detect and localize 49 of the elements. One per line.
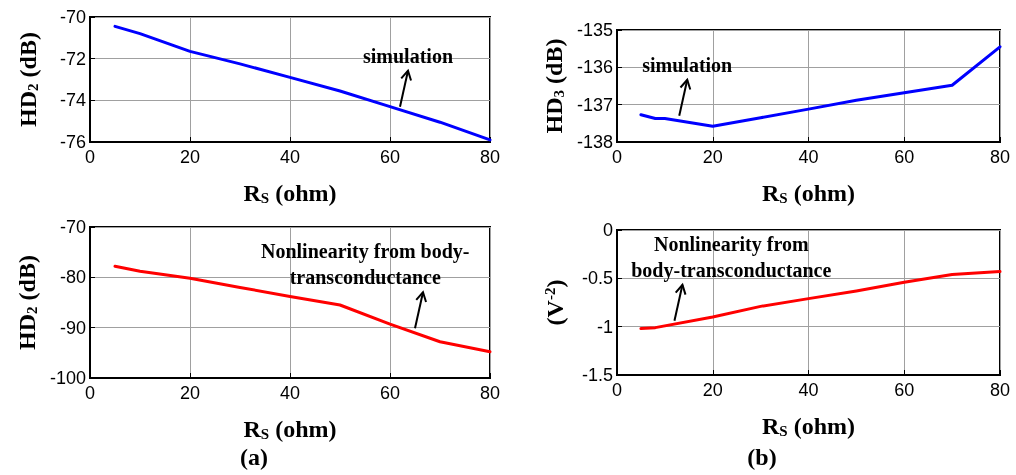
x-tick-label: 80 [989,380,1011,400]
y-tick-label: -1 [596,316,613,337]
y-tick-label: -138 [576,132,613,152]
y-axis-title: HD2 (dB) [14,32,41,127]
y-axis-title: HD3 (dB) [540,38,567,134]
y-tick-label: -72 [59,48,86,69]
x-axis-title: RS (ohm) [761,412,855,439]
line-series [113,24,492,142]
y-tick-label: -100 [49,368,86,388]
annotation: simulation [362,44,454,67]
y-tick-label: -70 [59,7,86,27]
y-tick-label: -0.5 [581,268,613,289]
x-axis-title: RS (ohm) [761,179,855,206]
y-tick-label: -136 [576,57,613,78]
text: (b) [747,444,777,470]
annotation: Nonlinearity from body- transconductance [260,240,470,289]
x-tick-label: 20 [702,380,723,400]
x-tick-label: 20 [702,147,723,167]
y-tick-label: 0 [602,220,613,240]
y-tick-label: -137 [576,94,613,115]
x-tick-label: 60 [894,380,915,400]
y-tick-label: -80 [59,267,86,288]
x-tick-label: 60 [894,147,915,167]
y-tick-label: -70 [59,217,86,237]
y-tick-label: -1.5 [581,365,613,385]
annotation: Nonlinearity from body-transconductance [631,232,832,282]
x-tick-label: 40 [798,147,819,167]
x-tick-label: 40 [798,380,819,400]
y-axis-title: HD2 (dB) [13,255,40,350]
x-tick-label: 40 [279,147,301,167]
x-tick-label: 80 [989,147,1011,167]
x-tick-label: 20 [179,147,201,167]
x-axis-title: RS (ohm) [243,415,337,442]
line-series [113,264,492,354]
x-tick-label: 80 [479,383,501,403]
y-tick-label: -74 [59,90,86,111]
x-tick-label: 60 [379,383,401,403]
line-series [639,45,1002,128]
text: (a) [240,444,268,470]
x-tick-label: 60 [379,147,401,167]
y-tick-label: -76 [59,132,86,152]
y-tick-label: -135 [576,20,613,40]
y-axis-title: (V-2) [541,279,568,326]
x-tick-label: 80 [479,147,501,167]
y-tick-label: -90 [59,317,86,338]
annotation: simulation [642,53,733,76]
x-tick-label: 20 [179,383,201,403]
x-axis-title: RS (ohm) [243,179,337,206]
x-tick-label: 40 [279,383,301,403]
